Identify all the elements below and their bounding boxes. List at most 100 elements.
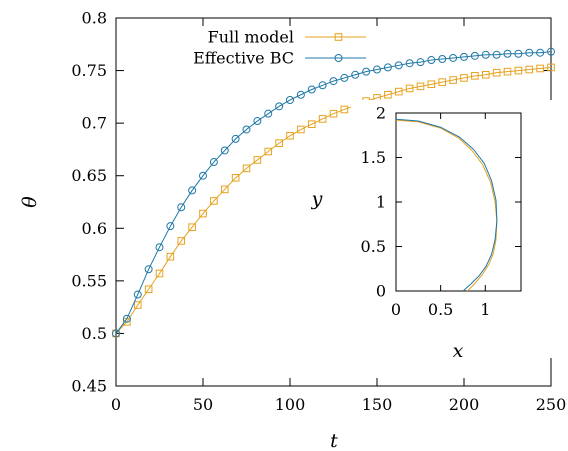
- data-point-effective-bc: [449, 53, 458, 62]
- data-point-full-model: [416, 82, 425, 91]
- data-point-full-model: [427, 80, 436, 89]
- inset-y-tick-label: 2: [376, 104, 386, 123]
- data-point-effective-bc: [318, 81, 327, 90]
- y-tick-label: 0.55: [71, 271, 107, 290]
- data-point-effective-bc: [394, 61, 403, 70]
- inset-plot: 0 0.5 1 0 0.5 1 1.5 2 x y: [311, 100, 561, 362]
- data-point-full-model: [384, 90, 392, 99]
- data-point-effective-bc: [481, 50, 490, 59]
- inset-y-tick-label: 1.5: [361, 148, 386, 167]
- data-point-effective-bc: [525, 48, 534, 57]
- legend: Full model Effective BC: [193, 28, 366, 68]
- data-point-full-model: [460, 74, 468, 82]
- data-point-full-model: [492, 68, 501, 77]
- data-point-effective-bc: [155, 243, 164, 252]
- y-tick-label: 0.8: [82, 9, 107, 28]
- data-point-full-model: [220, 185, 229, 194]
- legend-marker-effective-bc: [334, 54, 343, 62]
- inset-x-axis-label: x: [453, 340, 464, 362]
- data-point-full-model: [329, 109, 338, 118]
- data-point-full-model: [133, 301, 142, 309]
- data-point-effective-bc: [514, 49, 523, 58]
- data-point-full-model: [199, 209, 207, 218]
- inset-x-tick-label: 0.5: [428, 300, 453, 319]
- x-tick-label: 100: [275, 395, 306, 414]
- main-plot: 0 50 100 150 200 2500.450.50.550.60.650.70.75…: [19, 9, 566, 451]
- inset-y-tick-label: 1: [376, 193, 386, 212]
- data-point-effective-bc: [133, 290, 142, 299]
- data-point-effective-bc: [427, 56, 436, 65]
- inset-series-line-full-model: [395, 119, 498, 292]
- data-point-effective-bc: [307, 85, 316, 94]
- inset-y-axis-label: y: [311, 188, 323, 210]
- main-series: [112, 47, 555, 338]
- data-point-effective-bc: [286, 96, 294, 105]
- y-tick-label: 0.7: [82, 114, 107, 133]
- data-point-full-model: [525, 65, 534, 74]
- x-tick-label: 200: [449, 395, 480, 414]
- data-point-effective-bc: [383, 63, 392, 72]
- data-point-full-model: [231, 174, 240, 182]
- data-point-effective-bc: [122, 314, 131, 323]
- data-point-full-model: [253, 156, 262, 164]
- inset-x-tick-label: 0: [391, 300, 401, 319]
- inset-series-line-effective-bc: [395, 118, 498, 292]
- data-point-full-model: [405, 84, 414, 93]
- inset-x-tick-label: 1: [480, 300, 490, 319]
- data-point-effective-bc: [340, 73, 349, 82]
- data-point-full-model: [297, 125, 305, 134]
- data-point-effective-bc: [264, 109, 273, 118]
- data-point-full-model: [307, 120, 316, 128]
- x-tick-label: 250: [536, 395, 567, 414]
- data-point-full-model: [286, 131, 294, 140]
- data-point-effective-bc: [460, 52, 468, 61]
- data-point-effective-bc: [547, 47, 555, 56]
- data-point-full-model: [210, 197, 218, 205]
- y-tick-label: 0.45: [71, 377, 107, 396]
- x-tick-label: 0: [111, 395, 121, 414]
- inset-series: [395, 118, 498, 292]
- data-point-full-model: [394, 87, 403, 96]
- data-point-effective-bc: [351, 70, 360, 79]
- data-point-effective-bc: [536, 48, 545, 57]
- data-point-effective-bc: [405, 59, 414, 68]
- y-tick-label: 0.75: [71, 61, 107, 80]
- data-point-full-model: [166, 252, 175, 261]
- data-point-effective-bc: [373, 65, 381, 74]
- data-point-effective-bc: [470, 51, 479, 60]
- x-tick-label: 50: [193, 395, 213, 414]
- data-point-full-model: [275, 139, 283, 147]
- data-point-full-model: [177, 237, 186, 245]
- data-point-effective-bc: [209, 158, 218, 167]
- data-point-full-model: [471, 72, 479, 80]
- data-point-effective-bc: [503, 49, 512, 58]
- data-point-effective-bc: [242, 125, 251, 134]
- data-point-full-model: [242, 164, 251, 173]
- inset-y-tick-label: 0: [376, 282, 386, 301]
- data-point-effective-bc: [275, 102, 284, 111]
- inset-ticks: 0 0.5 1 0 0.5 1 1.5 2: [361, 104, 521, 319]
- data-point-effective-bc: [144, 265, 153, 274]
- y-tick-label: 0.65: [71, 166, 107, 185]
- data-point-effective-bc: [112, 329, 120, 338]
- data-point-full-model: [536, 64, 544, 73]
- legend-label-full-model: Full model: [208, 28, 294, 47]
- data-point-effective-bc: [188, 186, 197, 195]
- inset-background: [351, 100, 561, 358]
- data-point-full-model: [340, 105, 349, 114]
- data-point-full-model: [264, 147, 273, 156]
- data-point-effective-bc: [220, 146, 229, 155]
- data-point-effective-bc: [231, 134, 240, 143]
- legend-marker-full-model: [334, 33, 343, 41]
- data-point-effective-bc: [492, 50, 501, 59]
- data-point-full-model: [449, 76, 457, 84]
- data-point-full-model: [155, 269, 164, 278]
- y-axis-label: θ: [19, 196, 41, 208]
- x-axis-label: t: [330, 430, 338, 451]
- data-point-full-model: [188, 223, 196, 232]
- data-point-effective-bc: [416, 58, 425, 67]
- inset-y-tick-label: 0.5: [361, 237, 386, 256]
- data-point-effective-bc: [296, 90, 305, 99]
- legend-label-effective-bc: Effective BC: [193, 49, 294, 68]
- data-point-full-model: [438, 78, 447, 86]
